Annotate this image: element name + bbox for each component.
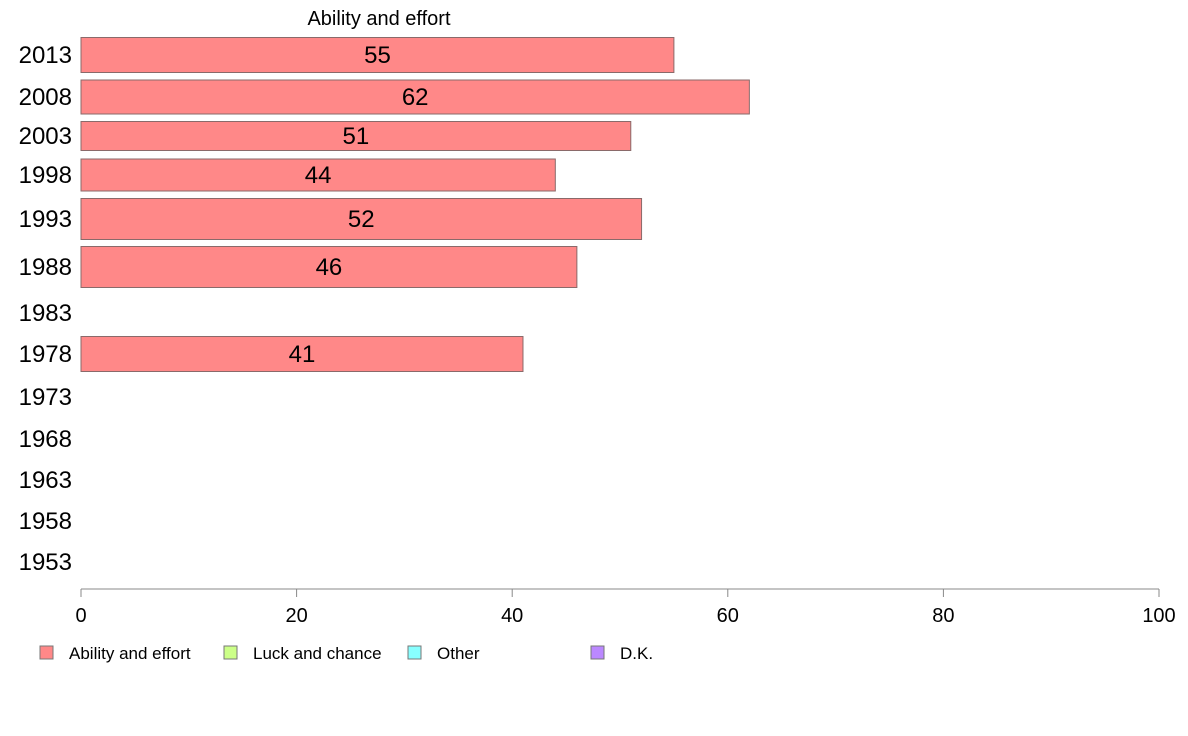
bar <box>80 37 675 73</box>
x-axis: 0 20 40 60 80 100 <box>75 588 1176 627</box>
legend-label: Luck and chance <box>253 644 382 663</box>
bar <box>80 198 643 240</box>
y-tick-label: 2003 <box>19 123 72 150</box>
bar <box>80 121 632 151</box>
bars <box>80 37 750 372</box>
y-axis-labels: 2013 2008 2003 1998 1993 1988 1983 1978 1973 1968… <box>19 42 72 576</box>
x-tick-label: 0 <box>75 605 86 627</box>
x-tick-label: 100 <box>1142 605 1175 627</box>
y-tick-label: 1963 <box>19 467 72 494</box>
bar <box>80 336 524 372</box>
data-label: 52 <box>348 206 375 233</box>
legend-swatch <box>407 645 422 660</box>
data-label: 55 <box>364 42 391 69</box>
y-tick-label: 1968 <box>19 426 72 453</box>
data-label: 41 <box>289 341 316 368</box>
y-tick-label: 2013 <box>19 42 72 69</box>
y-tick-label: 2008 <box>19 84 72 111</box>
x-tick-label: 60 <box>717 605 739 627</box>
y-tick-label: 1998 <box>19 162 72 189</box>
bar <box>80 79 750 115</box>
bar <box>80 158 556 192</box>
legend-swatch <box>590 645 605 660</box>
x-tick-label: 20 <box>285 605 307 627</box>
chart-title: Ability and effort <box>307 8 450 30</box>
y-tick-label: 1993 <box>19 206 72 233</box>
legend-label: D.K. <box>620 644 653 663</box>
y-tick-label: 1988 <box>19 254 72 281</box>
x-tick-label: 80 <box>932 605 954 627</box>
legend-label: Ability and effort <box>69 644 191 663</box>
y-tick-label: 1958 <box>19 508 72 535</box>
data-label: 46 <box>316 254 343 281</box>
y-tick-label: 1953 <box>19 549 72 576</box>
y-tick-label: 1978 <box>19 341 72 368</box>
data-label: 51 <box>343 123 370 150</box>
y-tick-label: 1973 <box>19 384 72 411</box>
data-label: 44 <box>305 162 332 189</box>
bar <box>80 246 578 288</box>
y-tick-label: 1983 <box>19 300 72 327</box>
data-label: 62 <box>402 84 429 111</box>
legend-swatch <box>39 645 54 660</box>
x-tick-label: 40 <box>501 605 523 627</box>
legend-label: Other <box>437 644 480 663</box>
legend: Ability and effort Luck and chance Other D.… <box>39 644 653 663</box>
legend-swatch <box>223 645 238 660</box>
